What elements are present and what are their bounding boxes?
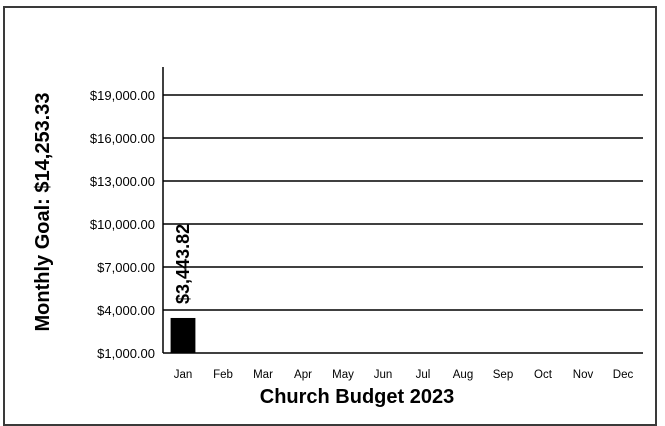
bars — [170, 317, 196, 353]
x-tick-label: Mar — [253, 369, 273, 381]
y-tick-label: $7,000.00 — [97, 260, 155, 275]
x-tick-label: Feb — [213, 369, 233, 381]
y-tick-label: $13,000.00 — [90, 174, 155, 189]
x-tick-label: Sep — [493, 369, 513, 381]
x-tick-label: Jul — [416, 369, 431, 381]
x-tick-label: Jun — [374, 369, 393, 381]
y-tick-label: $4,000.00 — [97, 303, 155, 318]
bar — [170, 317, 196, 353]
x-tick-label: Nov — [573, 369, 594, 381]
x-tick-label: Dec — [613, 369, 634, 381]
x-tick-label: Aug — [453, 369, 473, 381]
data-label: $3,443.82 — [173, 224, 193, 304]
x-tick-label: May — [332, 369, 354, 381]
y-axis-title: Monthly Goal: $14,253.33 — [32, 93, 54, 332]
x-tick-label: Oct — [534, 369, 553, 381]
data-labels: $3,443.82 — [173, 224, 193, 304]
y-axis-ticks: $1,000.00 $4,000.00 $7,000.00 $10,000.00 $13… — [90, 88, 155, 361]
y-tick-label: $16,000.00 — [90, 131, 155, 146]
x-tick-label: Apr — [294, 369, 312, 381]
chart-frame — [3, 6, 657, 426]
y-tick-label: $10,000.00 — [90, 217, 155, 232]
x-axis-ticks: Jan Feb Mar Apr May Jun Jul Aug Sep Oct Nov Dec — [174, 369, 634, 381]
y-tick-label: $1,000.00 — [97, 346, 155, 361]
bar-chart: $1,000.00 $4,000.00 $7,000.00 $10,000.00 $13… — [32, 67, 643, 408]
gridlines — [163, 94, 643, 311]
x-axis-title: Church Budget 2023 — [260, 386, 454, 408]
x-tick-label: Jan — [174, 369, 193, 381]
y-tick-label: $19,000.00 — [90, 88, 155, 103]
